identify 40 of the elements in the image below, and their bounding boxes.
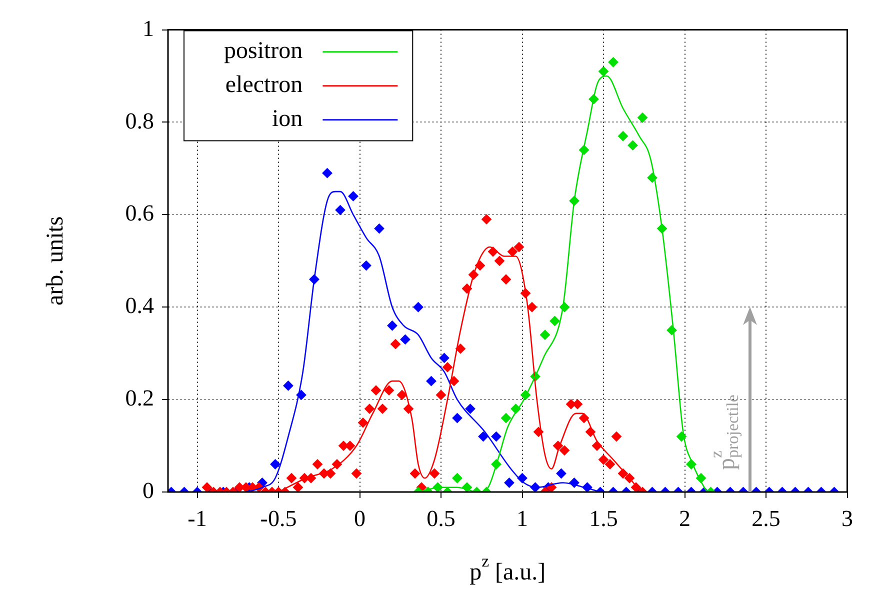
- point: [348, 191, 358, 202]
- x-tick-label: 2.5: [752, 506, 780, 531]
- point: [335, 205, 346, 216]
- point: [608, 57, 618, 68]
- y-axis-title: arb. units: [42, 216, 68, 306]
- x-tick-label: 1.5: [589, 506, 618, 531]
- x-tick-label: -0.5: [260, 506, 297, 531]
- y-tick-label: 0.6: [125, 200, 154, 226]
- point: [439, 352, 450, 363]
- x-tick-label: 0: [354, 506, 366, 531]
- x-tick-label: 3: [842, 506, 853, 531]
- point: [400, 334, 410, 344]
- point: [387, 320, 398, 331]
- legend-label: ion: [272, 106, 303, 132]
- point: [550, 316, 560, 326]
- point: [426, 376, 436, 386]
- point: [598, 66, 608, 76]
- y-tick-label: 0: [142, 478, 154, 504]
- x-tick-label: -1: [188, 506, 207, 531]
- y-tick-label: 0.8: [125, 108, 154, 134]
- point: [374, 224, 384, 234]
- point: [361, 260, 372, 271]
- point: [413, 302, 424, 312]
- point: [628, 140, 638, 150]
- point: [296, 390, 306, 400]
- point: [283, 380, 294, 391]
- y-tick-label: 1: [142, 16, 154, 41]
- y-tick-label: 0.4: [125, 293, 154, 318]
- point: [465, 404, 476, 414]
- point: [638, 112, 648, 123]
- point: [540, 330, 550, 340]
- legend-label: electron: [225, 72, 303, 98]
- point: [618, 131, 628, 142]
- x-tick-label: 2: [679, 506, 690, 531]
- legend-label: positron: [224, 38, 303, 64]
- y-tick-label: 0.2: [125, 386, 154, 411]
- ref-line-label: pzprojectile: [706, 394, 742, 470]
- x-tick-label: 0.5: [426, 506, 456, 531]
- x-tick-label: 1: [516, 506, 528, 531]
- point: [322, 168, 332, 178]
